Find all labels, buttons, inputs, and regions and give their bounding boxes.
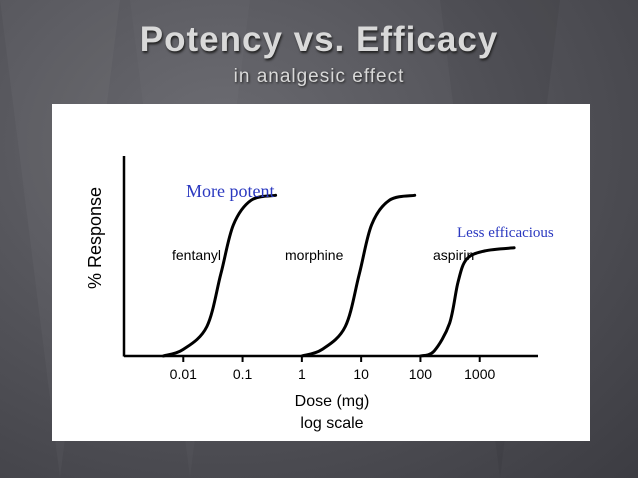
x-tick-label: 1000	[464, 366, 495, 382]
curve-morphine	[300, 193, 417, 358]
annotation: More potent	[186, 181, 274, 201]
x-tick-label: 100	[409, 366, 433, 382]
slide-title: Potency vs. Efficacy	[139, 20, 499, 59]
x-tick-label: 0.1	[233, 366, 253, 382]
y-axis-label: % Response	[85, 187, 105, 289]
curve-fentanyl	[161, 193, 278, 358]
series-label-aspirin: aspirin	[433, 247, 474, 263]
x-tick-label: 0.01	[170, 366, 197, 382]
curve-aspirin	[418, 246, 516, 358]
dose-response-chart: 0.01 0.1 1 10 100 1000 fentanyl morphine aspiri…	[85, 156, 554, 432]
series-label-fentanyl: fentanyl	[172, 247, 221, 263]
x-tick-label: 1	[298, 366, 306, 382]
chart-panel: 0.01 0.1 1 10 100 1000 fentanyl morphine aspiri…	[52, 104, 590, 441]
x-axis-label: Dose (mg)	[295, 393, 370, 410]
series-label-morphine: morphine	[285, 247, 344, 263]
annotation: Less efficacious	[457, 225, 554, 241]
x-axis-sublabel: log scale	[300, 415, 363, 432]
slide-subtitle: in analgesic effect	[233, 66, 405, 87]
x-tick-label: 10	[353, 366, 369, 382]
